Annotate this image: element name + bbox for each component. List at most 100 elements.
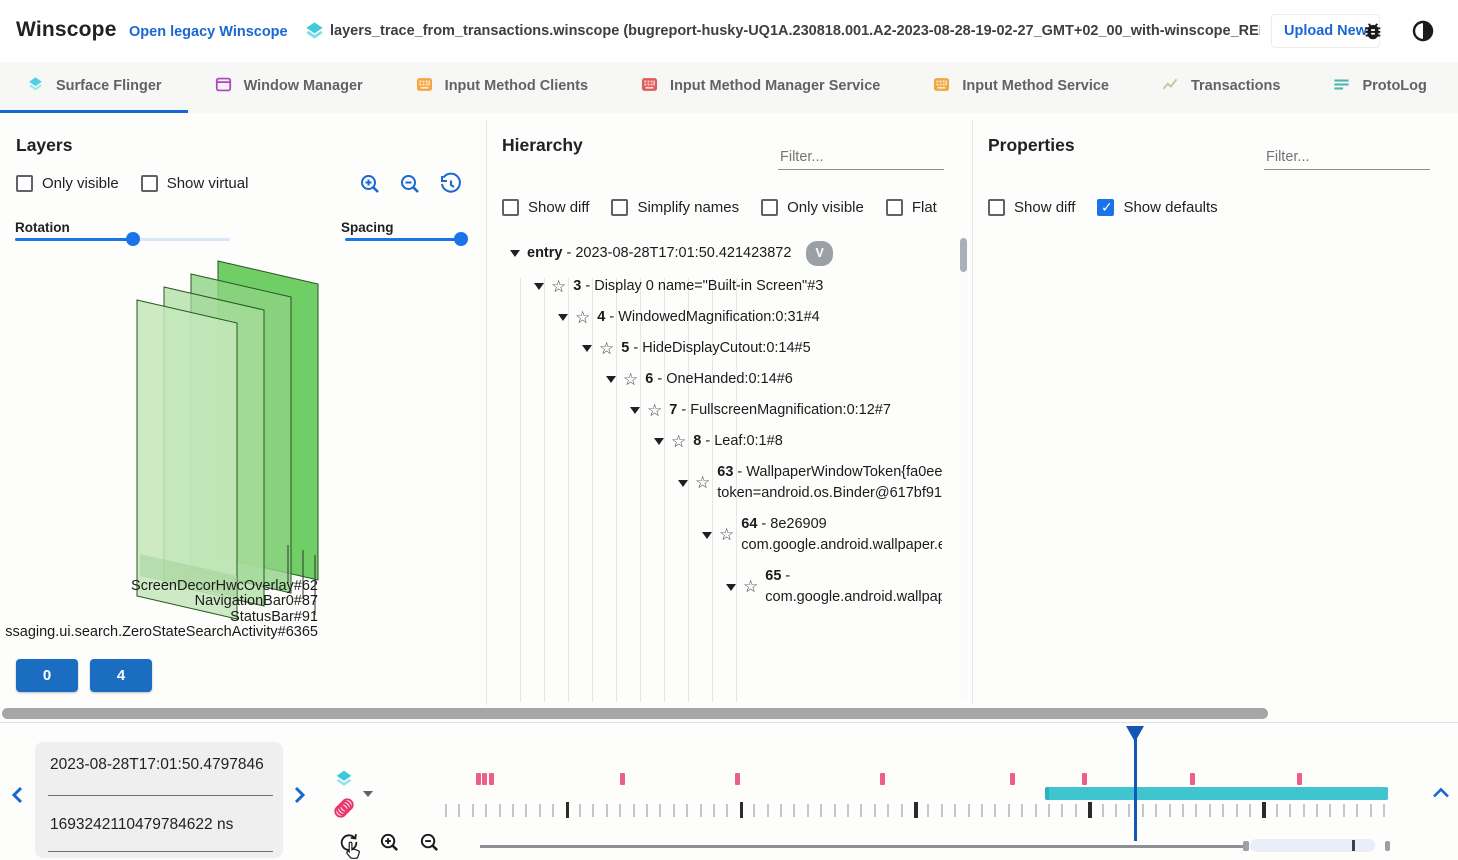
- tree-node[interactable]: ☆ 3 - Display 0 name="Built-in Screen"#3: [502, 271, 942, 302]
- show-virtual-checkbox[interactable]: Show virtual: [140, 175, 248, 192]
- tree-node[interactable]: ☆ 63 - WallpaperWindowToken{fa0eef6 toke…: [502, 457, 942, 509]
- timestamp-human-input[interactable]: 2023-08-28T17:01:50.4797846: [50, 756, 264, 773]
- timeline-cursor[interactable]: [1134, 726, 1137, 841]
- checkbox-box[interactable]: [1097, 199, 1115, 216]
- transition-mark[interactable]: [1190, 773, 1195, 785]
- tree-node[interactable]: ☆ 64 - 8e26909 com.google.android.wallpa…: [502, 509, 942, 561]
- zoom-out-icon[interactable]: [398, 172, 422, 200]
- show-diff-checkbox[interactable]: Show diff: [988, 199, 1075, 216]
- checkbox-box[interactable]: [16, 175, 33, 192]
- transition-mark[interactable]: [1082, 773, 1087, 785]
- timeline-zoom-end-handle[interactable]: [1385, 841, 1390, 851]
- expand-caret-icon[interactable]: [678, 479, 688, 487]
- checkbox-box[interactable]: [140, 175, 158, 192]
- tab-surface-flinger[interactable]: Surface Flinger: [0, 62, 188, 113]
- transition-mark[interactable]: [880, 773, 885, 785]
- upload-new-button[interactable]: Upload New: [1271, 14, 1380, 48]
- transition-mark[interactable]: [482, 773, 487, 785]
- rotation-slider[interactable]: [15, 232, 230, 246]
- display-button-4[interactable]: 4: [90, 659, 152, 692]
- star-icon[interactable]: ☆: [719, 525, 735, 544]
- spacing-slider[interactable]: [345, 232, 469, 246]
- tree-node[interactable]: ☆ 5 - HideDisplayCutout:0:14#5: [502, 333, 942, 364]
- timestamp-ns-input[interactable]: 1693242110479784622 ns: [50, 816, 234, 833]
- expand-caret-icon[interactable]: [582, 345, 592, 352]
- expand-caret-icon[interactable]: [558, 314, 568, 321]
- transition-mark[interactable]: [620, 773, 625, 785]
- checkbox-box[interactable]: [885, 199, 903, 216]
- slider-thumb[interactable]: [126, 232, 141, 246]
- tree-node[interactable]: ☆ 8 - Leaf:0:1#8: [502, 426, 942, 457]
- tree-node-entry[interactable]: entry - 2023-08-28T17:01:50.421423872 V: [502, 236, 942, 271]
- open-legacy-link[interactable]: Open legacy Winscope: [129, 24, 288, 40]
- bug-report-icon[interactable]: [1362, 20, 1384, 46]
- checkbox-box[interactable]: [611, 199, 629, 216]
- properties-filter-input[interactable]: [1264, 145, 1430, 170]
- scrollbar-thumb[interactable]: [960, 238, 967, 272]
- expand-timeline-chevron-icon[interactable]: [1431, 786, 1451, 804]
- slider-thumb[interactable]: [454, 232, 469, 246]
- star-icon[interactable]: ☆: [623, 369, 639, 389]
- tab-transitions[interactable]: Tra: [1453, 62, 1458, 113]
- checkbox-box[interactable]: [761, 199, 779, 216]
- star-icon[interactable]: ☆: [551, 276, 567, 296]
- checkbox-box[interactable]: [502, 199, 519, 216]
- trace-select-caret-icon[interactable]: [363, 791, 373, 797]
- previous-entry-chevron-icon[interactable]: [10, 785, 26, 809]
- expand-caret-icon[interactable]: [726, 583, 736, 591]
- tree-node[interactable]: ☆ 7 - FullscreenMagnification:0:12#7: [502, 395, 942, 426]
- star-icon[interactable]: ☆: [671, 431, 687, 451]
- selected-range-bar[interactable]: [1045, 787, 1388, 800]
- hierarchy-scrollbar[interactable]: [960, 236, 967, 700]
- transitions-trace-icon[interactable]: [331, 795, 357, 825]
- star-icon[interactable]: ☆: [695, 473, 711, 492]
- layers-trace-icon[interactable]: [333, 768, 355, 794]
- show-diff-checkbox[interactable]: Show diff: [502, 199, 589, 216]
- next-entry-chevron-icon[interactable]: [291, 785, 307, 809]
- tree-node[interactable]: ☆ 4 - WindowedMagnification:0:31#4: [502, 302, 942, 333]
- timeline-zoom-thumb[interactable]: [1250, 839, 1375, 852]
- refresh-icon[interactable]: [338, 831, 360, 857]
- tab-input-method-service[interactable]: Input Method Service: [906, 62, 1135, 113]
- expand-caret-icon[interactable]: [534, 283, 544, 290]
- transition-mark[interactable]: [476, 773, 481, 785]
- layers-3d-view[interactable]: [0, 113, 486, 710]
- visibility-chip[interactable]: V: [806, 241, 833, 266]
- expand-caret-icon[interactable]: [510, 250, 520, 257]
- contrast-theme-icon[interactable]: [1411, 19, 1435, 47]
- timeline-zoom-track[interactable]: [480, 845, 1246, 848]
- transition-mark[interactable]: [1010, 773, 1015, 785]
- tab-transactions[interactable]: Transactions: [1135, 62, 1306, 113]
- transition-mark[interactable]: [735, 773, 740, 785]
- timeline-cursor-handle[interactable]: [1126, 726, 1144, 742]
- star-icon[interactable]: ☆: [743, 577, 759, 596]
- checkbox-box[interactable]: [988, 199, 1005, 216]
- tab-input-method-clients[interactable]: Input Method Clients: [389, 62, 614, 113]
- expand-caret-icon[interactable]: [702, 531, 712, 539]
- zoom-in-icon[interactable]: [358, 172, 382, 200]
- tree-node[interactable]: ☆ 6 - OneHanded:0:14#6: [502, 364, 942, 395]
- tab-protolog[interactable]: ProtoLog: [1306, 62, 1452, 113]
- zoom-out-icon[interactable]: [418, 831, 441, 858]
- tree-node[interactable]: ☆ 65 - com.google.android.wallpaper.effe…: [502, 561, 942, 613]
- only-visible-checkbox[interactable]: Only visible: [761, 199, 864, 216]
- transition-mark[interactable]: [489, 773, 494, 785]
- transition-mark[interactable]: [1297, 773, 1302, 785]
- tab-window-manager[interactable]: Window Manager: [188, 62, 389, 113]
- expand-caret-icon[interactable]: [606, 376, 616, 383]
- only-visible-checkbox[interactable]: Only visible: [16, 175, 119, 192]
- star-icon[interactable]: ☆: [575, 307, 591, 327]
- expand-caret-icon[interactable]: [630, 407, 640, 414]
- star-icon[interactable]: ☆: [647, 400, 663, 420]
- star-icon[interactable]: ☆: [599, 338, 615, 358]
- hierarchy-filter-input[interactable]: [778, 145, 944, 170]
- flat-checkbox[interactable]: Flat: [885, 199, 937, 216]
- simplify-names-checkbox[interactable]: Simplify names: [611, 199, 739, 216]
- horizontal-scrollbar[interactable]: [2, 708, 1268, 719]
- expand-caret-icon[interactable]: [654, 438, 664, 445]
- restore-view-icon[interactable]: [438, 172, 462, 200]
- tab-input-method-manager-service[interactable]: Input Method Manager Service: [614, 62, 906, 113]
- zoom-in-icon[interactable]: [378, 831, 401, 858]
- show-defaults-checkbox[interactable]: Show defaults: [1097, 199, 1218, 216]
- timeline-zoom-handle[interactable]: [1243, 841, 1249, 851]
